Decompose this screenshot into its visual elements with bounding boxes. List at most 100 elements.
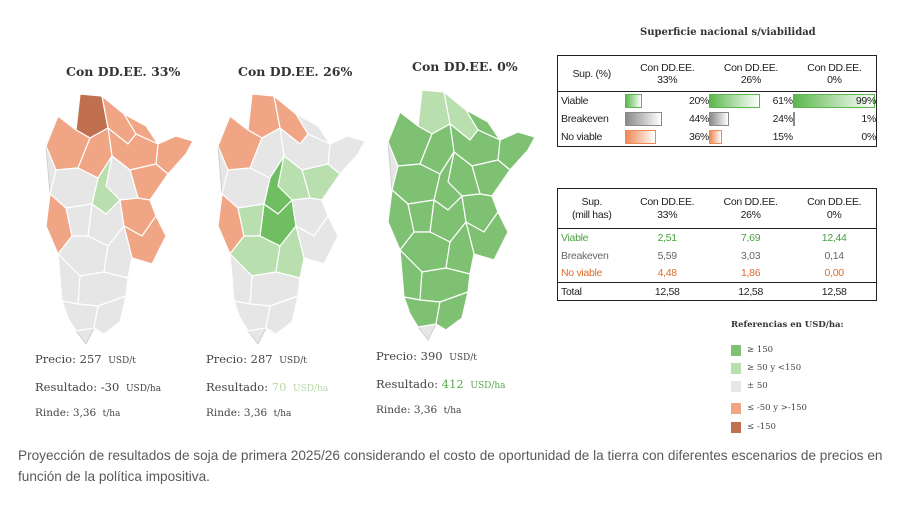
bar-cell: 20% — [625, 92, 709, 111]
map-region — [445, 221, 475, 275]
rinde-value: 3,36 — [243, 407, 268, 419]
bar-value: 61% — [772, 95, 793, 107]
data-bar — [709, 94, 761, 108]
precio-unit: USD/t — [108, 356, 136, 366]
rinde-label: Rinde: — [376, 404, 411, 416]
map-title: Con DD.EE. 26% — [238, 64, 353, 79]
table-cell: 0,00 — [824, 267, 845, 280]
precio-line: Precio: 257 USD/t — [35, 352, 136, 366]
resultado-value: 70 — [271, 380, 287, 394]
header-line: 33% — [657, 208, 678, 221]
legend-title: Referencias en USD/ha: — [731, 320, 844, 330]
resultado-label: Resultado: — [376, 377, 439, 391]
header-line: 26% — [740, 73, 761, 86]
data-bar — [625, 94, 643, 108]
header-line: Con DD.EE. — [807, 195, 862, 208]
legend-label: ≥ 50 y <150 — [747, 363, 802, 373]
bar-value: 24% — [772, 113, 793, 125]
bar-cell: 0% — [793, 128, 877, 147]
map-region — [61, 300, 99, 332]
table-cell: 7,69 — [741, 231, 761, 244]
data-bar — [625, 130, 656, 144]
table-cell: 0,14 — [824, 249, 845, 262]
map-title: Con DD.EE. 0% — [412, 59, 518, 74]
total-row: Total 12,58 12,58 12,58 — [557, 282, 877, 301]
rinde-value: 3,36 — [72, 407, 97, 419]
header-line: Sup. — [581, 195, 603, 208]
data-bar — [792, 94, 876, 108]
resultado-unit: USD/ha — [470, 381, 506, 391]
table-row: Viable 2,51 7,69 12,44 — [558, 229, 877, 247]
precio-line: Precio: 287 USD/t — [206, 352, 307, 366]
bar-value: 99% — [855, 95, 876, 107]
map-region — [233, 300, 271, 332]
table-row: No viable 36% 15% 0% — [558, 128, 877, 147]
precio-label: Precio: — [376, 349, 417, 363]
header-line: 0% — [827, 73, 842, 86]
precio-unit: USD/t — [449, 353, 477, 363]
header-cell: Con DD.EE. 33% — [625, 55, 710, 92]
data-bar — [625, 112, 663, 126]
map-region — [435, 291, 469, 331]
precio-label: Precio: — [206, 352, 247, 366]
table-cell: 5,59 — [657, 249, 678, 262]
header-cell: Con DD.EE. 0% — [792, 55, 877, 92]
legend-label: ± 50 — [747, 381, 768, 391]
rinde-line: Rinde: 3,36 t/ha — [376, 404, 461, 416]
table-header-row: Sup. (%) Con DD.EE. 33% Con DD.EE. 26% Con… — [557, 55, 877, 92]
rinde-value: 3,36 — [413, 404, 438, 416]
rinde-unit: t/ha — [273, 409, 292, 419]
surface-millions-table: Sup. (mill has) Con DD.EE. 33% Con DD.EE. 2… — [557, 188, 877, 301]
header-cell: Con DD.EE. 26% — [708, 188, 793, 229]
argentina-map — [387, 89, 536, 341]
row-label: Breakeven — [561, 113, 609, 125]
data-bar — [792, 112, 795, 126]
viability-percent-table: Sup. (%) Con DD.EE. 33% Con DD.EE. 26% Con… — [557, 55, 877, 147]
figure-caption: Proyección de resultados de soja de prim… — [18, 448, 883, 484]
header-cell: Con DD.EE. 26% — [709, 55, 793, 92]
header-line: Con DD.EE. — [723, 61, 779, 74]
precio-label: Precio: — [35, 352, 76, 366]
table-cell: 12,58 — [792, 282, 877, 301]
bar-cell: 36% — [625, 128, 709, 147]
rinde-label: Rinde: — [35, 407, 70, 419]
resultado-line: Resultado: 412 USD/ha — [376, 377, 506, 391]
precio-value: 257 — [79, 352, 102, 366]
bar-value: 36% — [688, 131, 710, 143]
legend-swatch — [731, 381, 741, 392]
map-region — [403, 296, 441, 328]
header-line: (mill has) — [571, 208, 612, 221]
table-cell: 12,58 — [708, 282, 793, 301]
table-cell: 4,48 — [657, 267, 678, 280]
bar-value: 1% — [861, 113, 876, 125]
rinde-unit: t/ha — [443, 406, 462, 416]
row-label: Breakeven — [561, 249, 609, 262]
legend-swatch — [731, 363, 741, 374]
table-cell: 12,44 — [821, 231, 847, 244]
bar-cell: 24% — [709, 110, 793, 128]
legend-label: ≤ -150 — [747, 422, 776, 432]
header-line: 0% — [826, 208, 842, 221]
row-label: Viable — [561, 231, 589, 244]
header-line: 26% — [740, 208, 761, 221]
table-cell: 3,03 — [741, 249, 761, 262]
header-line: Con DD.EE. — [640, 195, 695, 208]
precio-unit: USD/t — [279, 356, 307, 366]
legend-swatch — [731, 403, 741, 414]
row-label: Viable — [561, 95, 589, 107]
bar-value: 15% — [772, 131, 793, 143]
argentina-map — [45, 93, 194, 345]
legend-swatch — [731, 345, 741, 356]
header-line: 33% — [657, 73, 678, 86]
bar-value: 0% — [861, 131, 876, 143]
data-bar — [709, 112, 730, 126]
table-row: Breakeven 5,59 3,03 0,14 — [558, 247, 877, 265]
header-line: Sup. (%) — [572, 67, 611, 80]
legend-swatch — [731, 422, 741, 433]
header-cell: Sup. (mill has) — [557, 188, 626, 229]
map-region — [103, 225, 133, 279]
data-bar — [709, 130, 722, 144]
resultado-label: Resultado: — [35, 380, 98, 394]
resultado-unit: USD/ha — [125, 384, 162, 394]
precio-value: 390 — [420, 349, 443, 363]
